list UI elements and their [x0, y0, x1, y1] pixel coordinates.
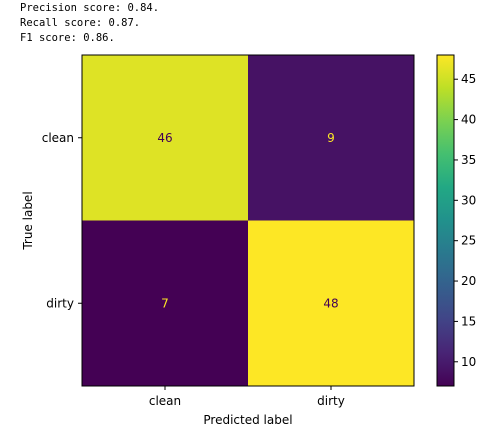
- cell-value-dirty-clean: 7: [161, 296, 169, 310]
- colorbar-frame: [436, 54, 455, 387]
- y-axis-ticks: clean dirty: [42, 131, 82, 310]
- x-tick-label-clean: clean: [149, 394, 181, 408]
- colorbar: [437, 55, 454, 386]
- cell-value-clean-clean: 46: [157, 131, 172, 145]
- cell-clean-clean: [82, 55, 248, 221]
- y-tick-label-dirty: dirty: [46, 296, 74, 310]
- f1-score-text: F1 score: 0.86.: [20, 32, 115, 44]
- colorbar-ticks: 10 15 20 25 30 35 40 45: [454, 72, 476, 369]
- cell-value-clean-dirty: 9: [327, 131, 335, 145]
- colorbar-tick-label-25: 25: [461, 234, 476, 248]
- y-tick-label-clean: clean: [42, 131, 74, 145]
- cell-dirty-dirty: [248, 220, 414, 386]
- colorbar-tick-label-10: 10: [461, 355, 476, 369]
- metrics-output: Precision score: 0.84. Recall score: 0.8…: [20, 1, 159, 46]
- precision-score-text: Precision score: 0.84.: [20, 2, 160, 14]
- colorbar-tick-label-45: 45: [461, 72, 476, 86]
- plot-frame: [81, 54, 415, 387]
- cell-dirty-clean: [82, 220, 248, 386]
- recall-score-text: Recall score: 0.87.: [20, 17, 141, 29]
- y-axis-label: True label: [21, 191, 35, 250]
- cell-clean-dirty: [248, 55, 414, 221]
- x-tick-label-dirty: dirty: [317, 394, 345, 408]
- colorbar-tick-label-30: 30: [461, 193, 476, 207]
- x-axis-label: Predicted label: [203, 413, 292, 427]
- colorbar-tick-label-20: 20: [461, 274, 476, 288]
- colorbar-tick-label-15: 15: [461, 314, 476, 328]
- cell-value-dirty-dirty: 48: [323, 296, 338, 310]
- x-axis-ticks: clean dirty: [149, 386, 345, 408]
- matrix-cells: 46 9 7 48: [82, 55, 414, 386]
- colorbar-tick-label-40: 40: [461, 113, 476, 127]
- colorbar-tick-label-35: 35: [461, 153, 476, 167]
